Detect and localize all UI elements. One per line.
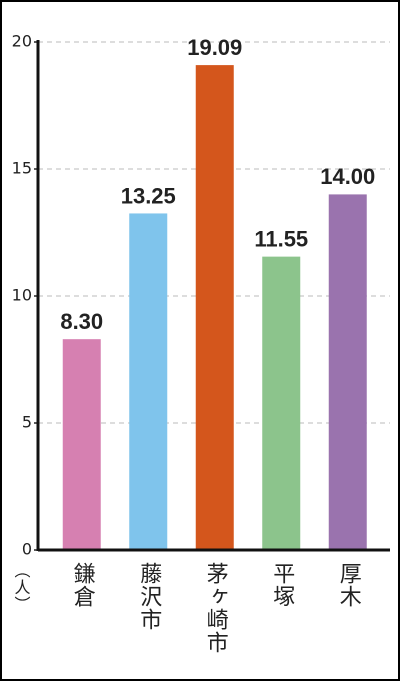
x-tick-label: 厚木: [336, 562, 362, 608]
value-label: 8.30: [60, 309, 103, 334]
y-tick-label: 10: [12, 286, 32, 305]
y-tick-label: 5: [22, 413, 32, 432]
bar: [262, 256, 301, 550]
bar: [328, 194, 367, 550]
y-axis-unit: （人）: [12, 562, 31, 613]
x-tick-label: 茅ヶ崎市: [203, 562, 229, 654]
x-tick-label: 鎌倉: [70, 562, 96, 608]
x-tick-label: 平塚: [269, 562, 295, 608]
bar: [195, 65, 234, 550]
y-tick-label: 15: [12, 159, 32, 178]
y-tick-label: 0: [22, 540, 32, 559]
bar: [62, 339, 101, 550]
x-tick-label: 藤沢市: [136, 562, 162, 631]
value-label: 19.09: [187, 35, 242, 60]
value-label: 14.00: [320, 164, 375, 189]
value-label: 13.25: [121, 183, 176, 208]
bar: [129, 213, 168, 550]
value-label: 11.55: [254, 226, 308, 251]
y-tick-label: 20: [12, 32, 32, 51]
